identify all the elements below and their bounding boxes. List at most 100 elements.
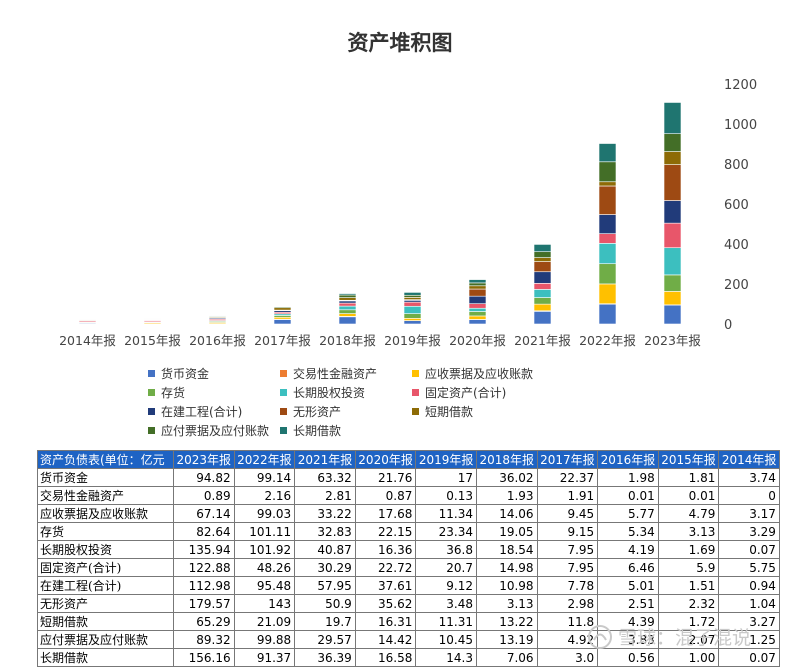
x-tick-label: 2016年报 — [189, 333, 246, 348]
legend-swatch — [280, 427, 287, 434]
table-cell: 2.32 — [657, 594, 720, 613]
bar-segment-5-2 — [403, 318, 422, 321]
table-cell: 1.04 — [718, 594, 780, 613]
bar-segment-5-9 — [403, 294, 422, 298]
legend-swatch — [148, 389, 155, 396]
table-cell: 0.94 — [718, 576, 780, 595]
y-tick-label: 800 — [724, 158, 749, 173]
legend-label: 交易性金融资产 — [293, 367, 378, 381]
table-cell: 10.45 — [415, 630, 477, 649]
table-cell: 11.34 — [415, 504, 477, 523]
table-cell: 3.27 — [718, 612, 780, 631]
bar-segment-8-2 — [598, 283, 617, 305]
legend-item: 短期借款 — [412, 403, 548, 420]
table-cell: 99.88 — [233, 630, 296, 649]
table-cell: 2.16 — [233, 486, 296, 505]
table-cell: 33.22 — [294, 504, 356, 523]
bar-segment-8-10 — [598, 143, 617, 163]
table-cell: 1.93 — [475, 486, 538, 505]
bar-segment-9-7 — [663, 164, 682, 201]
legend-label: 长期借款 — [293, 424, 342, 438]
table-cell: 67.14 — [173, 504, 235, 523]
table-column-header: 2017年报 — [536, 450, 599, 469]
legend-item: 应付票据及应付账款 — [148, 422, 280, 439]
table-row: 无形资产 179.57 143 50.9 35.62 3.48 3.13 2.98 2.51 2.… — [37, 594, 780, 613]
y-tick-label: 0 — [724, 318, 732, 333]
table-cell: 29.57 — [294, 630, 356, 649]
table-cell: 16.31 — [354, 612, 417, 631]
bar-segment-6-7 — [468, 288, 487, 297]
bar-segment-8-6 — [598, 214, 617, 234]
table-cell: 7.06 — [475, 648, 538, 667]
x-axis-ticks: 2014年报 2015年报 2016年报 2017年报 2018年报 2019年报 2020… — [59, 333, 701, 348]
legend-item: 长期借款 — [280, 422, 412, 439]
table-cell: 112.98 — [173, 576, 235, 595]
table-cell: 1.51 — [657, 576, 720, 595]
legend-item: 货币资金 — [148, 365, 280, 382]
snowball-logo-icon — [588, 624, 612, 649]
legend-swatch — [412, 370, 419, 377]
bar-segment-4-4 — [338, 305, 357, 311]
table-cell: 0.01 — [597, 486, 659, 505]
bar-segment-4-6 — [338, 300, 357, 304]
y-axis-ticks: 0 200 400 600 800 1000 1200 — [724, 78, 757, 333]
bar-segment-4-5 — [338, 302, 357, 307]
table-cell: 3.29 — [718, 522, 780, 541]
bar-segment-5-0 — [403, 320, 422, 325]
table-cell: 30.29 — [294, 558, 356, 577]
bar-segment-7-2 — [533, 303, 552, 312]
table-cell: 17.68 — [354, 504, 417, 523]
table-cell: 19.7 — [294, 612, 356, 631]
table-cell: 14.98 — [475, 558, 538, 577]
table-row: 交易性金融资产 0.89 2.16 2.81 0.87 0.13 1.93 1.91 0.01 0… — [37, 486, 780, 505]
table-cell: 0.13 — [415, 486, 477, 505]
bar-segment-6-9 — [468, 282, 487, 287]
table-cell: 1.98 — [597, 468, 659, 487]
y-tick-label: 600 — [724, 198, 749, 213]
chart-title: 资产堆积图 — [348, 30, 453, 55]
bar-segment-9-4 — [663, 247, 682, 276]
table-cell: 91.37 — [233, 648, 296, 667]
legend-label: 在建工程(合计) — [161, 405, 243, 419]
bar-segment-4-8 — [338, 297, 357, 301]
legend-swatch — [412, 389, 419, 396]
table-row-label: 应收票据及应收账款 — [37, 504, 174, 523]
table-cell: 82.64 — [173, 522, 235, 541]
table-cell: 0.07 — [718, 648, 780, 667]
bar-segment-7-9 — [533, 251, 552, 258]
balance-sheet-table: 资产负债表(单位：亿元 2023年报 2022年报 2021年报 2020年报 2019年… — [37, 450, 780, 667]
bar-segment-6-3 — [468, 311, 487, 317]
table-cell: 4.79 — [657, 504, 720, 523]
legend-row: 应付票据及应付账款 长期借款 — [148, 421, 618, 440]
bar-segment-7-8 — [533, 257, 552, 262]
table-cell: 36.02 — [475, 468, 538, 487]
legend-item: 存货 — [148, 384, 280, 401]
x-tick-label: 2015年报 — [124, 333, 181, 348]
watermark-text: 雪球：混子混说 — [618, 627, 752, 649]
table-cell: 3.13 — [657, 522, 720, 541]
table-cell: 89.32 — [173, 630, 235, 649]
legend-swatch — [148, 408, 155, 415]
bar-segment-5-3 — [403, 313, 422, 319]
table-cell: 9.12 — [415, 576, 477, 595]
table-row: 应收票据及应收账款 67.14 99.03 33.22 17.68 11.34 14.06 9… — [37, 504, 780, 523]
watermark: 雪球：混子混说 — [588, 623, 751, 650]
table-cell: 22.72 — [354, 558, 417, 577]
chart-bars — [78, 102, 682, 325]
table-cell: 35.62 — [354, 594, 417, 613]
table-column-header: 2014年报 — [718, 450, 780, 469]
bar-segment-8-9 — [598, 161, 617, 183]
bar-segment-5-4 — [403, 305, 422, 314]
table-cell: 17 — [415, 468, 477, 487]
legend-label: 存货 — [161, 386, 186, 400]
legend-label: 应收票据及应收账款 — [425, 367, 534, 381]
bar-segment-4-9 — [338, 294, 357, 298]
table-cell: 23.34 — [415, 522, 477, 541]
legend-item: 在建工程(合计) — [148, 403, 280, 420]
bar-segment-4-10 — [338, 293, 357, 296]
table-cell: 5.01 — [597, 576, 659, 595]
table-cell: 16.58 — [354, 648, 417, 667]
table-cell: 0.89 — [173, 486, 235, 505]
table-column-header: 2023年报 — [173, 450, 235, 469]
table-cell: 36.39 — [294, 648, 356, 667]
